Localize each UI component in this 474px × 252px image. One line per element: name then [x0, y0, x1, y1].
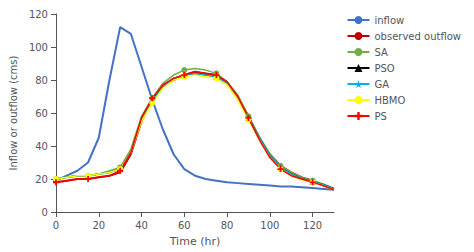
svg-text:Time (hr): Time (hr)	[169, 235, 221, 248]
svg-text:inflow: inflow	[374, 15, 404, 26]
svg-text:80: 80	[35, 75, 48, 86]
svg-text:PS: PS	[374, 111, 386, 122]
svg-text:40: 40	[35, 141, 48, 152]
svg-text:60: 60	[178, 220, 191, 231]
svg-text:Inflow or outflow (cms): Inflow or outflow (cms)	[8, 55, 19, 170]
svg-text:GA: GA	[374, 79, 389, 90]
svg-text:PSO: PSO	[374, 63, 394, 74]
svg-text:100: 100	[29, 42, 48, 53]
svg-text:observed outflow: observed outflow	[374, 31, 461, 42]
svg-text:20: 20	[92, 220, 105, 231]
svg-text:40: 40	[135, 220, 148, 231]
svg-text:20: 20	[35, 174, 48, 185]
svg-text:0: 0	[53, 220, 59, 231]
svg-text:0: 0	[42, 207, 48, 218]
svg-text:80: 80	[221, 220, 234, 231]
svg-text:SA: SA	[374, 47, 388, 58]
svg-text:120: 120	[303, 220, 322, 231]
svg-text:HBMO: HBMO	[374, 95, 405, 106]
svg-text:120: 120	[29, 9, 48, 20]
svg-text:60: 60	[35, 108, 48, 119]
svg-text:100: 100	[260, 220, 279, 231]
